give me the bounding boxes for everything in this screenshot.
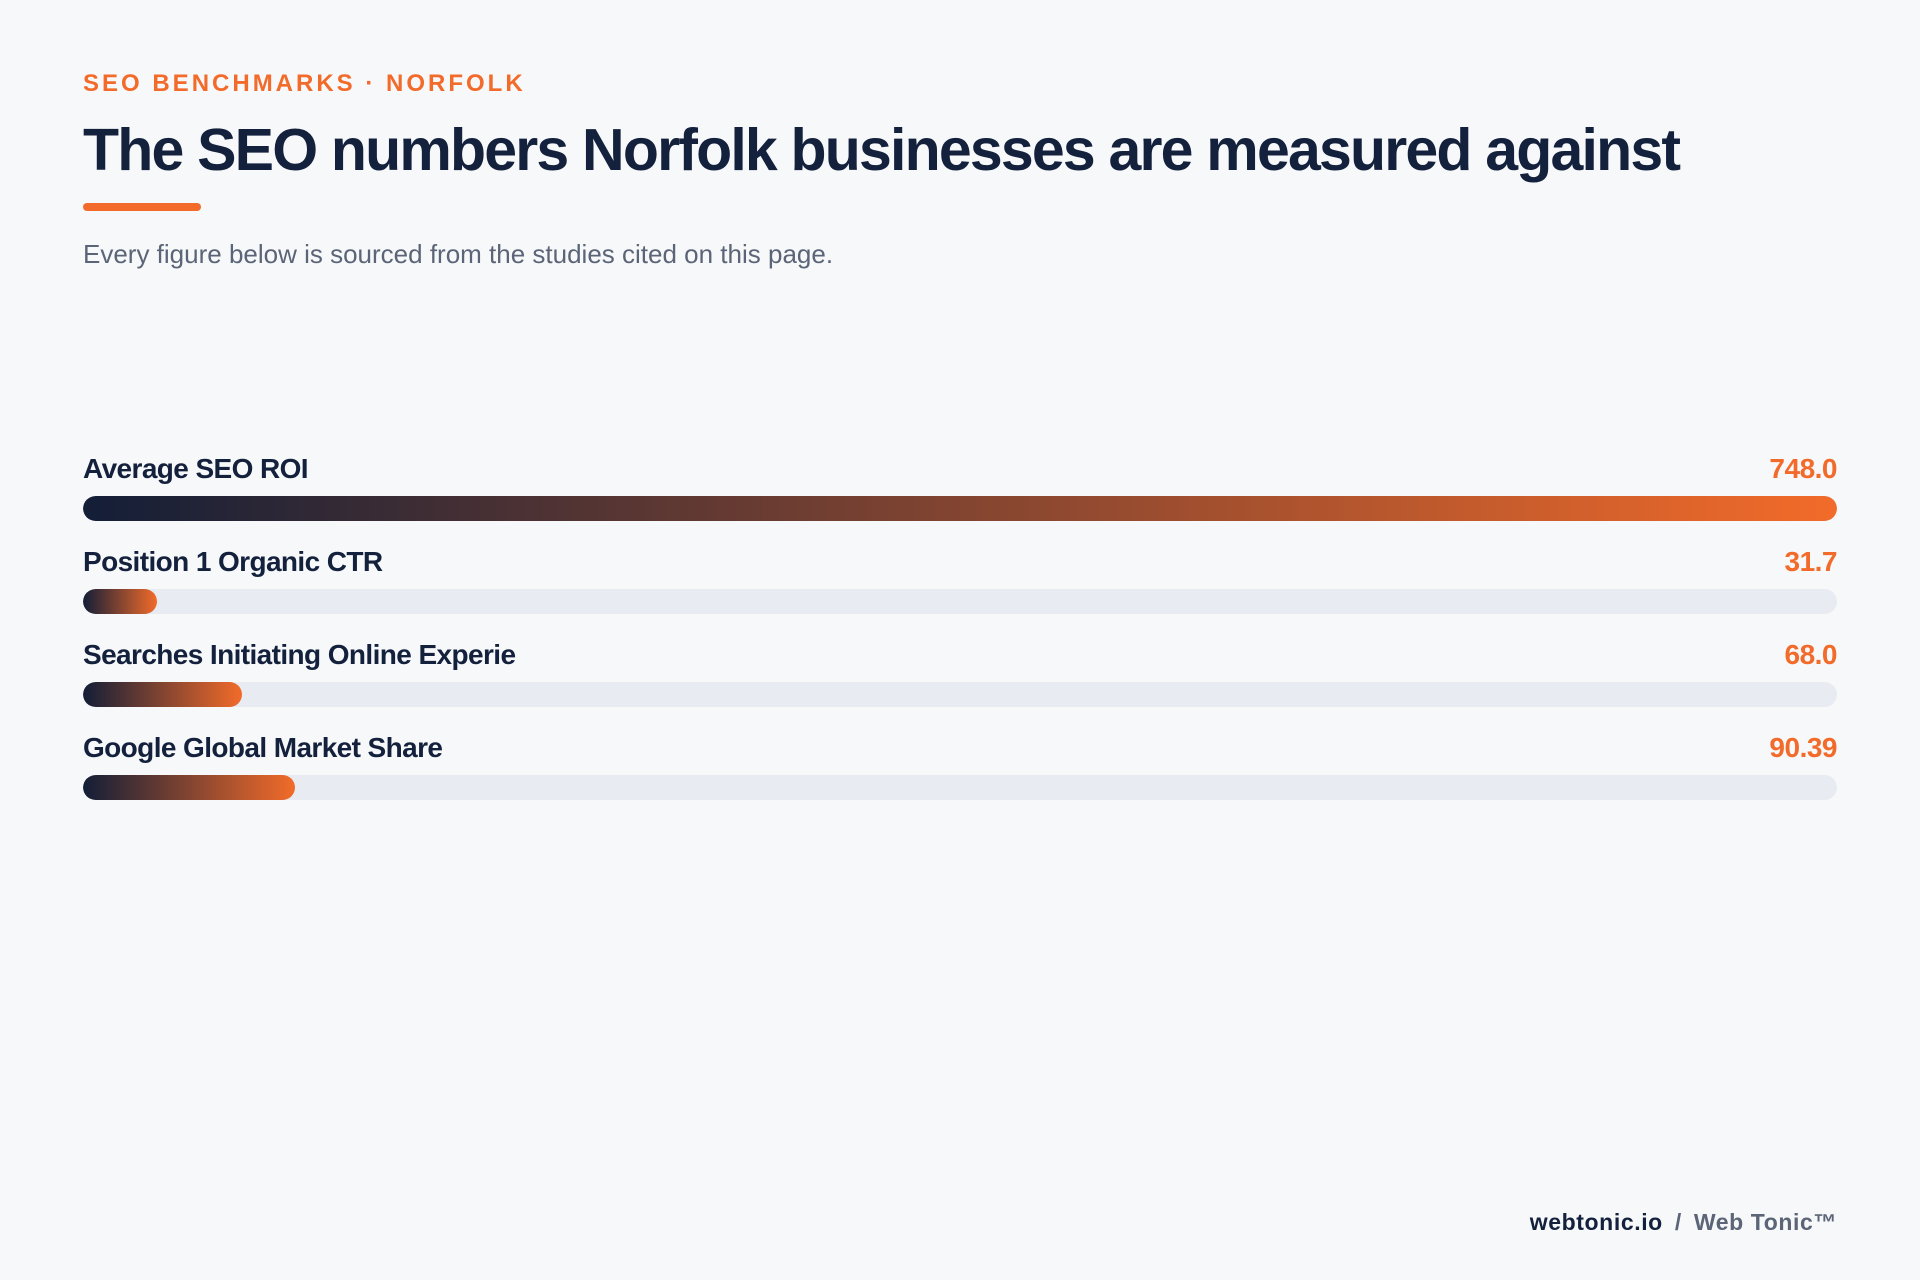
bar-row: Google Global Market Share 90.39	[83, 729, 1837, 822]
bar-row: Searches Initiating Online Experie 68.0	[83, 636, 1837, 729]
bar-label: Position 1 Organic CTR	[83, 546, 383, 577]
footer-credit: webtonic.io / Web Tonic™	[1530, 1207, 1837, 1237]
footer-domain: webtonic.io	[1529, 1209, 1663, 1235]
bar-label: Google Global Market Share	[83, 732, 443, 763]
bar-track	[83, 682, 1837, 707]
bar-row: Position 1 Organic CTR 31.7	[83, 543, 1837, 636]
bar-fill	[83, 682, 243, 707]
footer-separator: /	[1674, 1209, 1682, 1235]
page-subtitle: Every figure below is sourced from the s…	[83, 239, 834, 269]
accent-rule	[83, 203, 201, 211]
bar-value-label: 90.39	[1769, 732, 1837, 763]
bar-fill	[83, 775, 295, 800]
footer-brand: Web Tonic™	[1693, 1209, 1837, 1235]
bar-row-header: Google Global Market Share 90.39	[83, 729, 1837, 769]
bar-track	[83, 496, 1837, 521]
header: SEO BENCHMARKS · NORFOLK The SEO numbers…	[83, 68, 1837, 271]
eyebrow-label: SEO BENCHMARKS · NORFOLK	[83, 70, 526, 97]
bar-fill	[83, 589, 158, 614]
bar-track	[83, 589, 1837, 614]
bar-label: Searches Initiating Online Experie	[83, 639, 516, 670]
bar-value-label: 31.7	[1784, 546, 1838, 577]
bar-fill	[83, 496, 1837, 521]
bar-value-label: 68.0	[1784, 639, 1838, 670]
bar-row-header: Searches Initiating Online Experie 68.0	[83, 636, 1837, 676]
page-title: The SEO numbers Norfolk businesses are m…	[83, 117, 1681, 183]
bar-value-label: 748.0	[1769, 453, 1837, 484]
bar-chart: Average SEO ROI 748.0 Position 1 Organic C…	[83, 450, 1837, 822]
bar-track	[83, 775, 1837, 800]
bar-label: Average SEO ROI	[83, 453, 309, 484]
bar-row-header: Average SEO ROI 748.0	[83, 450, 1837, 490]
bar-row-header: Position 1 Organic CTR 31.7	[83, 543, 1837, 583]
bar-row: Average SEO ROI 748.0	[83, 450, 1837, 543]
